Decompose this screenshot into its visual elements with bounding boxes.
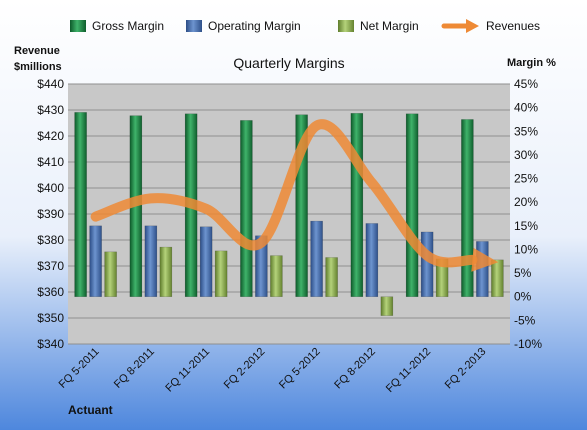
net-margin-bar (214, 250, 228, 297)
right-tick-label: 40% (514, 101, 538, 115)
left-axis-title-line1: Revenue (14, 45, 60, 57)
right-tick-label: -5% (514, 313, 536, 327)
left-tick-label: $360 (37, 285, 64, 299)
revenues-arrowhead (471, 247, 499, 272)
left-tick-label: $340 (37, 337, 64, 351)
right-tick-label: 5% (514, 266, 532, 280)
left-tick-label: $380 (37, 233, 64, 247)
left-tick-label: $400 (37, 181, 64, 195)
revenue-line (90, 119, 499, 272)
legend-label-revenues: Revenues (486, 19, 540, 33)
net-margin-bar (491, 259, 504, 297)
net-margin-bar (325, 257, 338, 297)
left-tick-label: $410 (37, 155, 64, 169)
right-tick-label: 20% (514, 195, 538, 209)
gross-margin-bar (240, 120, 253, 297)
left-tick-label: $440 (37, 77, 64, 91)
right-tick-label: 30% (514, 148, 538, 162)
legend-swatch-revenues (441, 19, 479, 33)
legend-label-operating-margin: Operating Margin (208, 19, 301, 33)
operating-margin-bar (420, 231, 434, 297)
revenues-line (90, 119, 478, 268)
operating-margin-bar (144, 225, 158, 297)
left-tick-label: $350 (37, 311, 64, 325)
right-axis-title: Margin % (507, 57, 556, 69)
right-tick-label: 45% (514, 77, 538, 91)
gross-margin-bar (405, 113, 419, 297)
right-tick-label: 10% (514, 242, 538, 256)
footer-label: Actuant (68, 403, 113, 417)
chart-title: Quarterly Margins (233, 55, 344, 71)
operating-margin-bar (310, 220, 323, 297)
right-tick-label: 25% (514, 172, 538, 186)
right-tick-label: 0% (514, 290, 532, 304)
left-tick-label: $370 (37, 259, 64, 273)
legend-label-net-margin: Net Margin (360, 19, 419, 33)
left-tick-label: $420 (37, 129, 64, 143)
left-axis-title-line2: $millions (14, 61, 62, 73)
legend: Gross Margin Operating Margin Net Margin… (70, 19, 540, 33)
legend-swatch-net-margin (338, 20, 354, 32)
operating-margin-bar (199, 226, 213, 297)
left-axis-ticks: $340 $350 $360 $370 $380 $390 $400 $410 $420 $430… (37, 77, 64, 351)
net-margin-bar (380, 296, 394, 316)
legend-label-gross-margin: Gross Margin (92, 19, 164, 33)
gross-margin-bar (350, 113, 364, 297)
operating-margin-bar (365, 223, 379, 297)
gross-margin-bar (74, 112, 87, 297)
right-tick-label: -10% (514, 337, 542, 351)
left-tick-label: $390 (37, 207, 64, 221)
right-tick-label: 15% (514, 219, 538, 233)
legend-swatch-operating-margin (186, 20, 202, 32)
legend-swatch-gross-margin (70, 20, 86, 32)
left-tick-label: $430 (37, 103, 64, 117)
right-tick-label: 35% (514, 124, 538, 138)
net-margin-bar (159, 246, 173, 297)
net-margin-bar (104, 251, 117, 297)
net-margin-bar (270, 255, 283, 297)
operating-margin-bar (89, 225, 102, 297)
right-axis-ticks: -10% -5% 0% 5% 10% 15% 20% 25% 30% 35% 40% 45% (514, 77, 542, 351)
gross-margin-bar (461, 119, 474, 297)
